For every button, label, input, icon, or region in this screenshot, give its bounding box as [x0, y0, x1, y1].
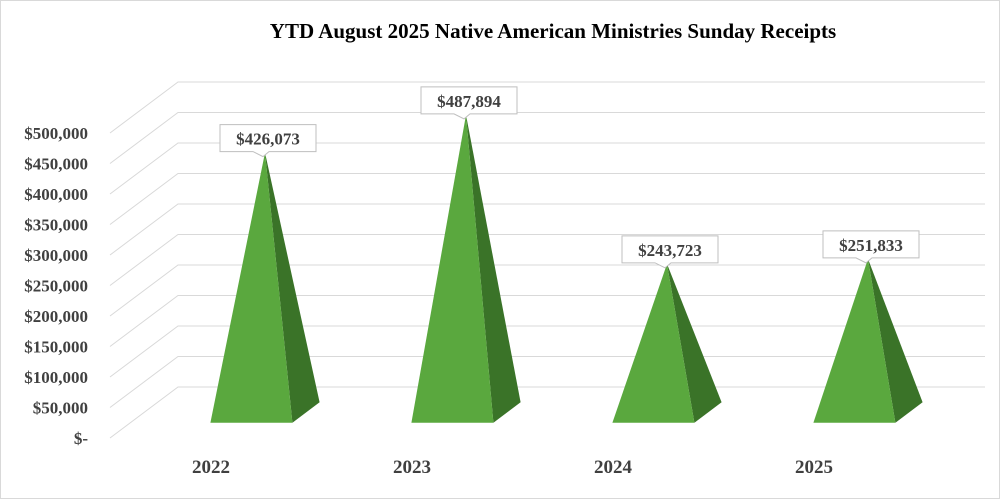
pyramid-side-2024 [667, 263, 722, 423]
gridline [109, 142, 985, 195]
gridline [109, 264, 985, 317]
y-tick-label: $450,000 [24, 155, 88, 174]
pyramid-side-2022 [265, 152, 320, 423]
gridline [109, 356, 985, 408]
x-tick-label: 2023 [393, 457, 431, 478]
data-label: $426,073 [236, 130, 300, 149]
pyramid-front-2025 [813, 258, 896, 423]
data-label: $487,894 [437, 92, 501, 111]
x-tick-label: 2025 [795, 457, 833, 478]
y-tick-label: $500,000 [24, 124, 88, 143]
gridline [109, 295, 985, 347]
chart-title: YTD August 2025 Native American Ministri… [270, 19, 836, 43]
gridline [109, 112, 985, 164]
y-tick-label: $100,000 [24, 368, 88, 387]
y-tick-label: $300,000 [24, 246, 88, 265]
gridline [109, 81, 985, 134]
pyramid-side-2025 [868, 258, 923, 423]
x-tick-label: 2022 [192, 457, 230, 478]
pyramid-front-2024 [612, 263, 695, 423]
gridline [109, 234, 985, 286]
y-tick-label: $350,000 [24, 216, 88, 235]
gridline [109, 386, 985, 439]
y-tick-label: $- [74, 429, 89, 448]
pyramid-front-2023 [411, 114, 494, 423]
data-label-box [420, 86, 518, 120]
y-tick-label: $400,000 [24, 185, 88, 204]
gridline [109, 203, 985, 256]
data-label: $251,833 [839, 236, 903, 255]
data-label: $243,723 [638, 241, 702, 260]
x-tick-label: 2024 [594, 457, 633, 478]
data-label-box [621, 235, 719, 269]
data-label-box [822, 230, 920, 264]
pyramid-side-2023 [466, 114, 521, 423]
gridline [109, 325, 985, 378]
y-tick-label: $200,000 [24, 307, 88, 326]
pyramid-front-2022 [210, 152, 293, 423]
y-tick-label: $50,000 [33, 399, 88, 418]
data-label-box [219, 124, 317, 158]
y-tick-label: $150,000 [24, 338, 88, 357]
gridline [109, 173, 985, 225]
y-tick-label: $250,000 [24, 277, 88, 296]
